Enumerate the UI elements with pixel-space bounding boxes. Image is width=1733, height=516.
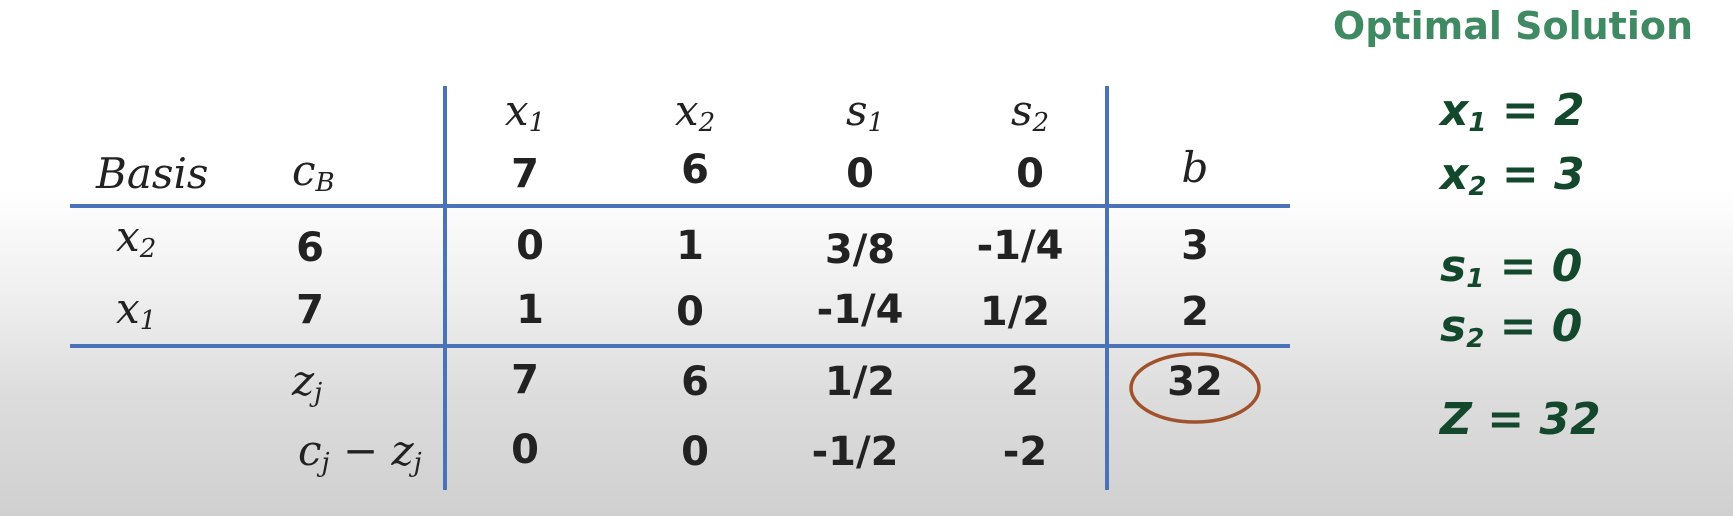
cost-x2: 6	[681, 147, 709, 193]
column-header-s2: s2	[1010, 86, 1050, 138]
table-cell: 7	[511, 357, 539, 403]
column-header-x1: x1	[504, 86, 546, 138]
solution-x2: x2 = 3	[1440, 149, 1585, 202]
cost-x1: 7	[511, 151, 539, 197]
objective-value: 32	[1167, 359, 1223, 405]
table-cell: 1/2	[824, 359, 896, 405]
row-basis-x2: x2	[116, 212, 157, 264]
table-cell: 2	[1011, 359, 1039, 405]
table-cell: 3/8	[824, 227, 896, 273]
table-cell: -1/4	[976, 223, 1064, 269]
table-cell-b: 2	[1181, 289, 1209, 335]
grid-vertical-left	[443, 86, 447, 490]
table-cell: 6	[681, 359, 709, 405]
row-basis-x1: x1	[116, 284, 157, 336]
table-cell: 0	[511, 427, 539, 473]
cj-minus-zj-label: cj − zj	[298, 426, 422, 478]
solution-s2: s2 = 0	[1440, 301, 1583, 354]
b-label: b	[1181, 143, 1209, 192]
grid-horizontal-zj	[70, 344, 1290, 348]
cost-s2: 0	[1016, 151, 1044, 197]
cost-s1: 0	[846, 151, 874, 197]
cb-label: cB	[292, 146, 335, 198]
highlight-circle	[1129, 352, 1261, 424]
table-cell: 0	[676, 289, 704, 335]
row-cb: 7	[296, 287, 324, 333]
table-cell: -2	[1002, 429, 1048, 475]
table-cell: 0	[681, 429, 709, 475]
row-cb: 6	[296, 225, 324, 271]
grid-horizontal-header	[70, 204, 1290, 208]
table-cell: 0	[516, 223, 544, 269]
page-title: Optimal Solution	[1332, 4, 1693, 48]
solution-s1: s1 = 0	[1440, 241, 1583, 294]
table-cell: 1	[516, 287, 544, 333]
table-cell: 1	[676, 223, 704, 269]
table-cell: -1/2	[811, 429, 899, 475]
solution-z: Z = 32	[1440, 394, 1601, 445]
table-cell: 1/2	[979, 289, 1051, 335]
table-cell: -1/4	[816, 287, 904, 333]
column-header-x2: x2	[674, 86, 716, 138]
basis-label: Basis	[96, 149, 209, 198]
grid-vertical-right	[1105, 86, 1109, 490]
zj-label: zj	[292, 356, 323, 408]
table-cell-b: 3	[1181, 223, 1209, 269]
column-header-s1: s1	[845, 86, 885, 138]
solution-x1: x1 = 2	[1440, 85, 1585, 138]
